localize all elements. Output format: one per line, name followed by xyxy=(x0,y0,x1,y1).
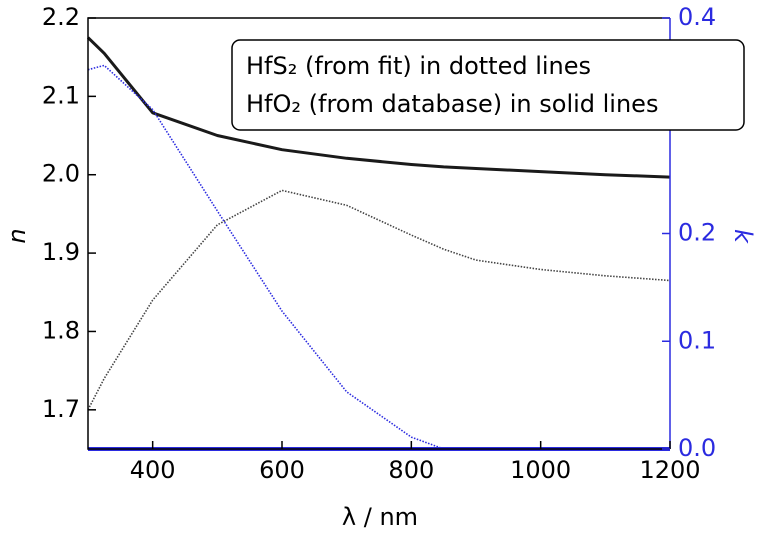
y2-tick-label: 0.4 xyxy=(678,3,716,31)
x-tick-label: 800 xyxy=(388,456,434,484)
y2-tick-label: 0.2 xyxy=(678,219,716,247)
legend-text: HfO₂ (from database) in solid lines xyxy=(246,90,658,118)
axis-frame xyxy=(87,17,670,450)
data-line xyxy=(86,36,671,179)
legend-text: HfS₂ (from fit) in dotted lines xyxy=(246,52,591,80)
y2-axis-label: k xyxy=(729,229,757,244)
x-tick-label: 600 xyxy=(259,456,305,484)
x-tick-label: 400 xyxy=(130,456,176,484)
data-line xyxy=(87,189,671,411)
x-axis-label: λ / nm xyxy=(342,503,418,531)
y-axis-label: n xyxy=(3,228,31,243)
y-tick-label: 2.1 xyxy=(42,81,80,109)
y-tick-label: 2.2 xyxy=(42,3,80,31)
y2-tick-label: 0.1 xyxy=(678,326,716,354)
x-tick-label: 1000 xyxy=(510,456,571,484)
y2-tick-label: 0.0 xyxy=(678,434,716,462)
y-tick-label: 2.0 xyxy=(42,160,80,188)
x-tick-label: 1200 xyxy=(639,456,700,484)
y-tick-label: 1.9 xyxy=(42,238,80,266)
legend-box xyxy=(231,39,745,131)
y-tick-label: 1.7 xyxy=(42,395,80,423)
y-tick-label: 1.8 xyxy=(42,316,80,344)
